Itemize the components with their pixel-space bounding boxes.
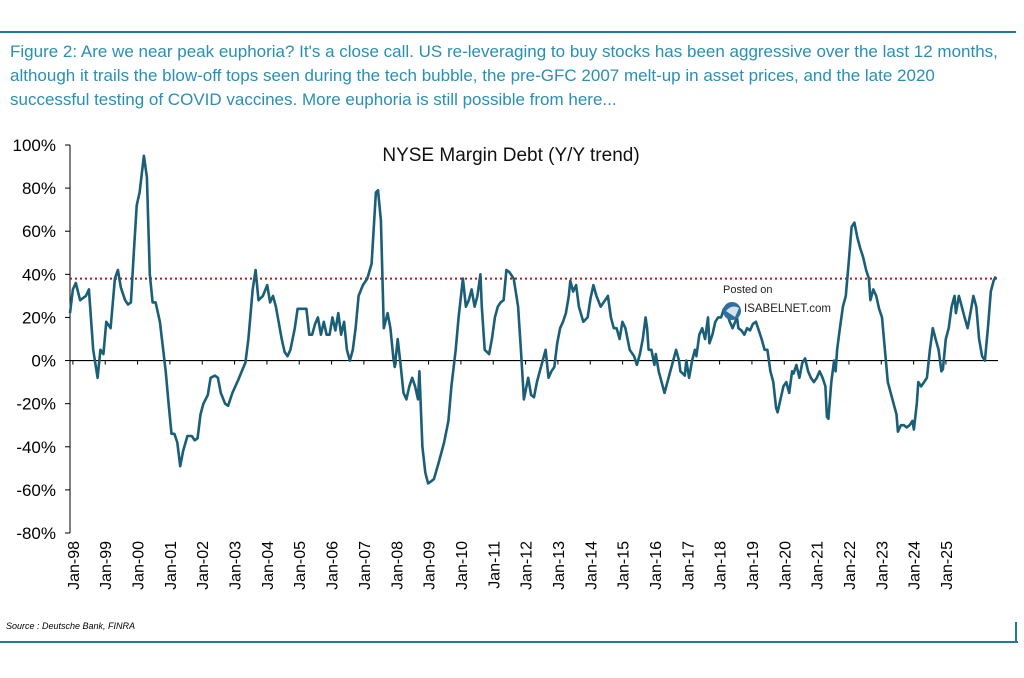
y-tick-label: -80% — [16, 524, 56, 543]
bottom-rule — [0, 641, 1018, 643]
x-tick-label: Jan-11 — [486, 541, 503, 589]
x-tick-label: Jan-18 — [713, 541, 730, 590]
x-tick-label: Jan-08 — [389, 541, 406, 590]
x-tick-label: Jan-09 — [422, 541, 439, 590]
x-tick-label: Jan-14 — [583, 541, 600, 590]
line-chart: 100% 80% 60% 40% 20% 0% -20% -40% -60% -80% Jan-9… — [13, 136, 998, 590]
x-tick-label: Jan-16 — [648, 541, 665, 590]
x-tick-label: Jan-15 — [616, 541, 633, 590]
x-tick-label: Jan-01 — [163, 541, 180, 590]
x-tick-label: Jan-02 — [195, 541, 212, 590]
x-tick-label: Jan-19 — [745, 541, 762, 590]
x-tick-label: Jan-00 — [131, 541, 148, 590]
x-tick-label: Jan-07 — [357, 541, 374, 590]
top-rule — [0, 31, 1016, 33]
x-tick-label: Jan-23 — [874, 541, 891, 590]
x-tick-label: Jan-17 — [680, 541, 697, 590]
watermark: Posted on ISABELNET.com — [723, 284, 831, 320]
y-tick-label: 100% — [13, 136, 56, 155]
x-axis-ticks: Jan-98 Jan-99 Jan-00 Jan-01 Jan-02 Jan-03 Jan-… — [66, 360, 956, 590]
frame-right-tick — [1015, 622, 1017, 643]
y-tick-label: 0% — [31, 352, 56, 371]
y-tick-label: -20% — [16, 395, 56, 414]
watermark-line1: Posted on — [723, 284, 773, 296]
x-tick-label: Jan-25 — [939, 541, 956, 590]
y-tick-label: 20% — [22, 308, 56, 327]
x-tick-label: Jan-24 — [907, 541, 924, 590]
source-note: Source : Deutsche Bank, FINRA — [6, 621, 136, 631]
chart-title: NYSE Margin Debt (Y/Y trend) — [382, 145, 639, 166]
x-tick-label: Jan-22 — [842, 541, 859, 590]
watermark-logo-swoosh-icon — [726, 306, 739, 317]
y-tick-label: -40% — [16, 438, 56, 457]
x-tick-label: Jan-10 — [454, 541, 471, 590]
figure-caption: Figure 2: Are we near peak euphoria? It'… — [10, 42, 998, 109]
y-tick-label: 60% — [22, 222, 56, 241]
x-tick-label: Jan-99 — [98, 541, 115, 590]
x-tick-label: Jan-03 — [228, 541, 245, 590]
x-tick-label: Jan-05 — [292, 541, 309, 590]
y-tick-label: -60% — [16, 481, 56, 500]
x-tick-label: Jan-12 — [519, 541, 536, 590]
x-tick-label: Jan-21 — [810, 541, 827, 590]
x-tick-label: Jan-20 — [777, 541, 794, 590]
x-tick-label: Jan-13 — [551, 541, 568, 590]
y-tick-label: 80% — [22, 179, 56, 198]
x-tick-label: Jan-04 — [260, 541, 277, 590]
watermark-line2: ISABELNET.com — [744, 303, 831, 315]
y-tick-label: 40% — [22, 265, 56, 284]
y-axis-ticks: 100% 80% 60% 40% 20% 0% -20% -40% -60% -80% — [13, 136, 70, 543]
x-tick-label: Jan-98 — [66, 541, 83, 590]
series-line-margin-debt — [68, 154, 997, 485]
x-tick-label: Jan-06 — [325, 541, 342, 590]
